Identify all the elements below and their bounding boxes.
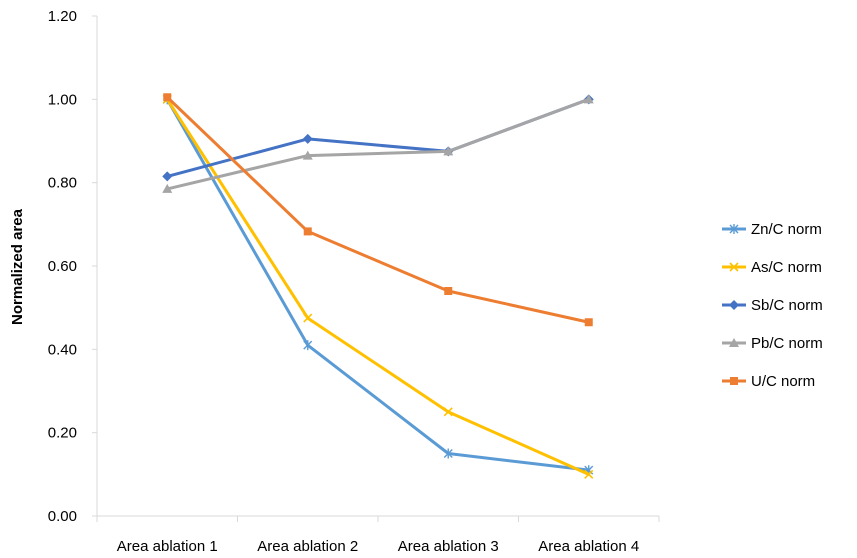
legend-marker	[729, 262, 739, 272]
y-axis: 0.00 0.20 0.40 0.60 0.80 1.00 1.20	[48, 8, 98, 525]
x-tick-label: Area ablation 4	[538, 538, 639, 555]
series-sb-c-norm	[162, 94, 594, 182]
series-line-pb-c-norm	[165, 97, 591, 191]
legend-item: U/C norm	[722, 373, 815, 390]
y-axis-label: Normalized area	[9, 208, 26, 325]
legend-marker	[729, 300, 739, 310]
legend-label: Pb/C norm	[751, 335, 823, 352]
y-tick-label: 1.20	[48, 8, 77, 25]
data-point-u-c-norm	[444, 287, 453, 295]
x-axis: Area ablation 1 Area ablation 2 Area ablat…	[96, 515, 660, 555]
data-point-u-c-norm	[163, 93, 172, 102]
series-line-u-c-norm	[165, 95, 591, 324]
y-tick-label: 0.20	[48, 425, 77, 442]
data-point-pb-c-norm	[302, 150, 313, 160]
data-point-as-c-norm	[443, 407, 453, 417]
legend-marker	[729, 338, 739, 347]
series-zn-c-norm	[162, 94, 594, 476]
series-line-as-c-norm	[165, 97, 591, 476]
legend-label: As/C norm	[751, 259, 822, 276]
series-line-sb-c-norm	[165, 97, 591, 178]
legend-label: U/C norm	[751, 373, 815, 390]
data-point-pb-c-norm	[162, 183, 173, 193]
y-tick-label: 0.40	[48, 341, 77, 358]
legend-marker	[729, 224, 739, 234]
y-tick-label: 1.00	[48, 91, 77, 108]
series-line-zn-c-norm	[165, 97, 591, 472]
series-pb-c-norm	[162, 94, 594, 193]
plot-area	[162, 93, 594, 479]
series-u-c-norm	[163, 93, 593, 327]
x-tick-label: Area ablation 1	[117, 538, 218, 555]
legend-item: Pb/C norm	[722, 335, 823, 352]
x-tick-label: Area ablation 3	[398, 538, 499, 555]
data-point-zn-c-norm	[443, 448, 453, 459]
y-tick-label: 0.00	[48, 508, 77, 525]
legend-marker	[730, 377, 738, 385]
legend-label: Sb/C norm	[751, 297, 823, 314]
data-point-sb-c-norm	[302, 133, 313, 144]
data-point-as-c-norm	[584, 469, 594, 479]
data-point-pb-c-norm	[583, 94, 594, 104]
data-point-as-c-norm	[303, 313, 313, 323]
data-point-pb-c-norm	[443, 146, 454, 156]
data-point-u-c-norm	[584, 318, 593, 327]
y-tick-label: 0.60	[48, 258, 77, 275]
legend-label: Zn/C norm	[751, 221, 822, 238]
legend: Zn/C norm As/C norm Sb/C norm Pb/C norm U/C …	[722, 221, 823, 390]
y-tick-label: 0.80	[48, 175, 77, 192]
data-point-sb-c-norm	[162, 171, 173, 182]
data-point-u-c-norm	[303, 227, 312, 236]
x-tick-label: Area ablation 2	[257, 538, 358, 555]
data-point-zn-c-norm	[303, 340, 313, 351]
legend-item: Zn/C norm	[722, 221, 822, 238]
legend-item: As/C norm	[722, 259, 822, 276]
legend-item: Sb/C norm	[722, 297, 823, 314]
